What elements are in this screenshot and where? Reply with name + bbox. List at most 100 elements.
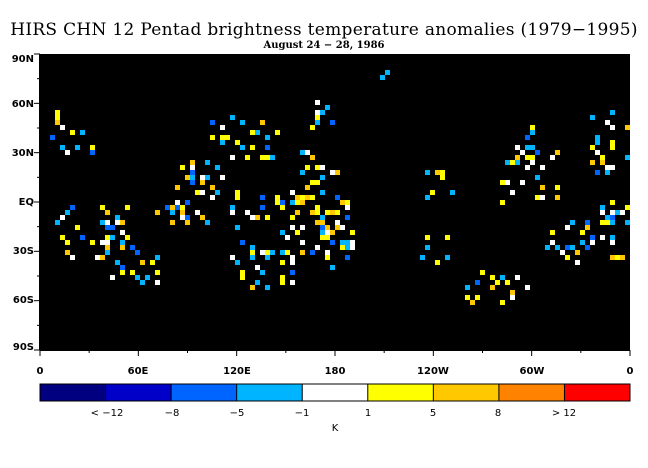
anomaly-cell	[75, 225, 80, 230]
anomaly-cell	[515, 155, 520, 160]
anomaly-cell	[550, 230, 555, 235]
anomaly-cell	[535, 175, 540, 180]
anomaly-cell	[265, 215, 270, 220]
anomaly-cell	[610, 110, 615, 115]
anomaly-cell	[255, 280, 260, 285]
anomaly-cell	[605, 120, 610, 125]
anomaly-cell	[330, 230, 335, 235]
anomaly-cell	[500, 180, 505, 185]
anomaly-cell	[210, 195, 215, 200]
anomaly-cell	[270, 155, 275, 160]
anomaly-cell	[205, 220, 210, 225]
anomaly-cell	[260, 205, 265, 210]
anomaly-cell	[475, 280, 480, 285]
colorbar-label-2: −8	[165, 408, 180, 419]
anomaly-cell	[320, 165, 325, 170]
anomaly-cell	[610, 125, 615, 130]
colorbar-label-1: < −12	[91, 408, 124, 419]
anomaly-cell	[530, 155, 535, 160]
anomaly-cell	[600, 160, 605, 165]
anomaly-cell	[515, 145, 520, 150]
anomaly-cell	[305, 185, 310, 190]
anomaly-cell	[215, 190, 220, 195]
anomaly-cell	[590, 115, 595, 120]
anomaly-cell	[105, 210, 110, 215]
anomaly-cell	[310, 195, 315, 200]
anomaly-cell	[570, 220, 575, 225]
anomaly-cell	[495, 280, 500, 285]
anomaly-cell	[560, 250, 565, 255]
anomaly-cell	[260, 195, 265, 200]
anomaly-cell	[125, 205, 130, 210]
anomaly-cell	[555, 195, 560, 200]
anomaly-cell	[300, 150, 305, 155]
anomaly-cell	[580, 240, 585, 245]
anomaly-cell	[80, 130, 85, 135]
anomaly-cell	[545, 245, 550, 250]
anomaly-cell	[320, 190, 325, 195]
anomaly-cell	[515, 275, 520, 280]
anomaly-cell	[90, 240, 95, 245]
anomaly-cell	[105, 220, 110, 225]
anomaly-cell	[465, 285, 470, 290]
anomaly-cell	[280, 200, 285, 205]
anomaly-cell	[330, 265, 335, 270]
anomaly-cell	[325, 230, 330, 235]
anomaly-cell	[300, 200, 305, 205]
anomaly-cell	[50, 135, 55, 140]
colorbar-label-3: −5	[230, 408, 245, 419]
anomaly-cell	[120, 230, 125, 235]
anomaly-cell	[590, 240, 595, 245]
anomaly-cell	[220, 140, 225, 145]
anomaly-cell	[120, 220, 125, 225]
anomaly-cell	[280, 275, 285, 280]
anomaly-cell	[250, 145, 255, 150]
anomaly-cell	[555, 150, 560, 155]
anomaly-cell	[530, 125, 535, 130]
anomaly-cell	[270, 250, 275, 255]
anomaly-cell	[520, 150, 525, 155]
anomaly-cell	[435, 170, 440, 175]
anomaly-cell	[135, 250, 140, 255]
anomaly-cell	[315, 210, 320, 215]
anomaly-cell	[500, 275, 505, 280]
colorbar-swatch	[236, 384, 303, 401]
anomaly-cell	[585, 225, 590, 230]
anomaly-cell	[340, 240, 345, 245]
anomaly-cell	[340, 225, 345, 230]
anomaly-cell	[320, 215, 325, 220]
anomaly-cell	[275, 200, 280, 205]
anomaly-cell	[300, 250, 305, 255]
anomaly-cell	[610, 200, 615, 205]
anomaly-cell	[610, 140, 615, 145]
anomaly-cell	[620, 210, 625, 215]
lon-label-60w: 60W	[520, 366, 545, 377]
colorbar-frame	[39, 383, 631, 402]
anomaly-cell	[595, 170, 600, 175]
anomaly-cell	[335, 225, 340, 230]
anomaly-cell	[310, 155, 315, 160]
anomaly-cell	[250, 285, 255, 290]
map-background	[40, 54, 630, 350]
anomaly-cell	[120, 240, 125, 245]
anomaly-cell	[325, 105, 330, 110]
anomaly-cell	[155, 280, 160, 285]
colorbar-swatch	[302, 384, 369, 401]
anomaly-cell	[335, 195, 340, 200]
anomaly-cell	[80, 235, 85, 240]
anomaly-cell	[55, 120, 60, 125]
colorbar-swatch	[433, 384, 500, 401]
anomaly-cell	[260, 155, 265, 160]
lon-label-60e: 60E	[128, 366, 149, 377]
anomaly-cell	[105, 235, 110, 240]
lon-label-120e: 120E	[223, 366, 251, 377]
colorbar-swatch	[564, 384, 631, 401]
anomaly-cell	[90, 150, 95, 155]
anomaly-cell	[190, 175, 195, 180]
anomaly-cell	[605, 170, 610, 175]
anomaly-cell	[425, 195, 430, 200]
anomaly-cell	[230, 255, 235, 260]
anomaly-cell	[345, 245, 350, 250]
anomaly-cell	[195, 210, 200, 215]
anomaly-cell	[605, 165, 610, 170]
